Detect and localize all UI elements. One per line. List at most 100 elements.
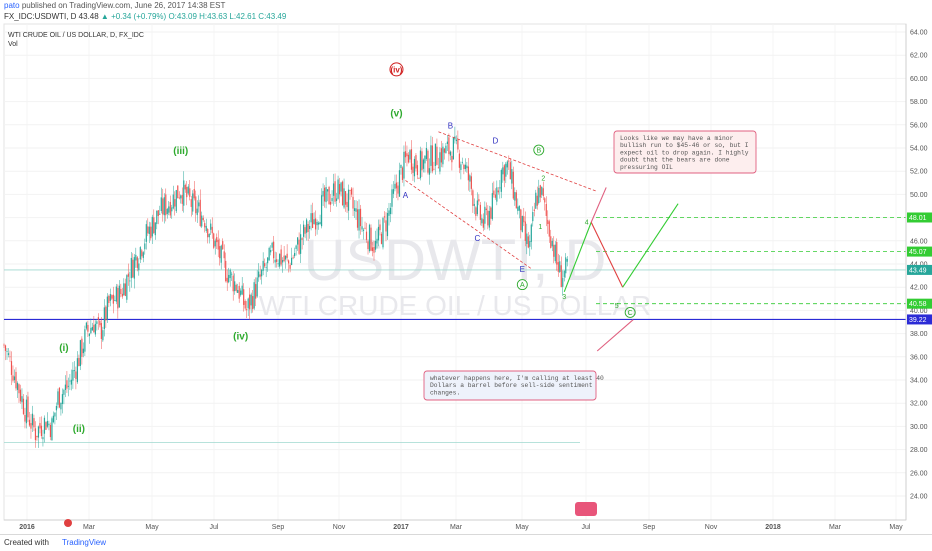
candle (479, 201, 481, 226)
candle (175, 189, 177, 214)
candle (10, 351, 13, 386)
candle-body (76, 358, 79, 383)
candle-body (413, 158, 416, 177)
wave-label: B (533, 144, 545, 156)
candle-body (214, 240, 216, 247)
candle (127, 263, 129, 286)
candle-body (362, 229, 365, 231)
candle-body (478, 199, 480, 202)
candle (385, 212, 387, 242)
candle-body (30, 423, 32, 429)
candle-body (148, 226, 150, 235)
candle-body (410, 149, 413, 170)
candle-body (276, 259, 278, 262)
y-tick-label: 26.00 (910, 470, 928, 477)
candle-body (249, 294, 251, 310)
candle-body (273, 241, 275, 259)
candle (21, 388, 23, 410)
candle-body (562, 277, 564, 287)
candle (329, 193, 332, 212)
candle-body (64, 384, 67, 390)
candle (228, 267, 230, 284)
candle-body (521, 216, 523, 232)
candle-body (472, 190, 474, 206)
candle (186, 180, 188, 206)
candle-body (117, 287, 119, 309)
candle (130, 251, 132, 288)
candle-body (234, 281, 236, 292)
candle (129, 271, 131, 292)
candle (398, 162, 401, 197)
author-link[interactable]: pato (4, 1, 20, 10)
candle (148, 221, 150, 244)
candle-body (282, 260, 284, 263)
candle (439, 147, 441, 175)
price-label-text: 43.49 (909, 267, 927, 274)
price-chart[interactable]: USDWTI, D WTI CRUDE OIL / US DOLLAR (i)(… (0, 0, 932, 534)
candle-body (355, 208, 357, 212)
candle (304, 224, 306, 239)
candle (12, 365, 14, 383)
candle (265, 262, 267, 278)
channel-lower-line (405, 180, 532, 269)
wave-text: C (474, 234, 480, 243)
candle (494, 188, 496, 200)
candle (234, 273, 236, 295)
price-label-bg (907, 298, 932, 309)
candle (291, 247, 293, 266)
candle (514, 187, 516, 206)
candle (509, 158, 511, 180)
wave-label: E (520, 265, 525, 274)
wave-text: A (403, 191, 409, 200)
tradingview-link[interactable]: TradingView (62, 538, 107, 547)
candle-body (412, 166, 414, 173)
candle (94, 320, 96, 337)
candle (308, 219, 311, 239)
candle-body (69, 380, 71, 382)
candle-body (181, 194, 183, 204)
candle-body (368, 224, 371, 252)
candle (319, 214, 321, 225)
candle-body (229, 269, 231, 279)
candle-body (48, 423, 50, 426)
candle (237, 283, 239, 293)
candle (466, 161, 468, 173)
candle (367, 239, 369, 255)
candle (386, 207, 389, 240)
candle-body (196, 208, 198, 216)
candle-body (344, 191, 347, 205)
candle-body (514, 192, 516, 201)
candle-body (126, 275, 128, 300)
candle-body (60, 402, 62, 410)
candle (157, 210, 159, 225)
candle-body (93, 324, 95, 333)
candle-body (440, 148, 443, 163)
candle-body (466, 165, 468, 169)
candle (542, 181, 544, 201)
wave-label: C (474, 234, 480, 243)
time-axis[interactable]: 2016 Mar May Jul Sep Nov 2017 Mar May Jul Sep Nov 20… (4, 502, 906, 531)
candle-body (211, 226, 213, 234)
candle-body (241, 285, 243, 295)
candle-body (123, 283, 125, 296)
candle (533, 202, 535, 217)
candle-body (295, 245, 297, 249)
candle-body (67, 385, 70, 387)
candle-body (138, 263, 140, 271)
candle-body (322, 190, 324, 197)
candle (505, 161, 507, 184)
candle-body (58, 387, 61, 408)
candle (166, 207, 168, 219)
candle (328, 185, 330, 205)
price-label-text: 39.22 (909, 317, 927, 324)
candle-body (532, 212, 534, 222)
candle-body (114, 300, 116, 301)
candle-body (566, 258, 568, 262)
candle (168, 201, 170, 216)
price-axis[interactable]: 64.00 62.00 60.00 58.00 56.00 54.00 52.00 50.00… (905, 24, 932, 520)
candle-body (406, 153, 408, 157)
candle (418, 177, 420, 179)
candle-body (91, 326, 93, 331)
candle (518, 205, 520, 219)
candle-body (422, 159, 425, 169)
